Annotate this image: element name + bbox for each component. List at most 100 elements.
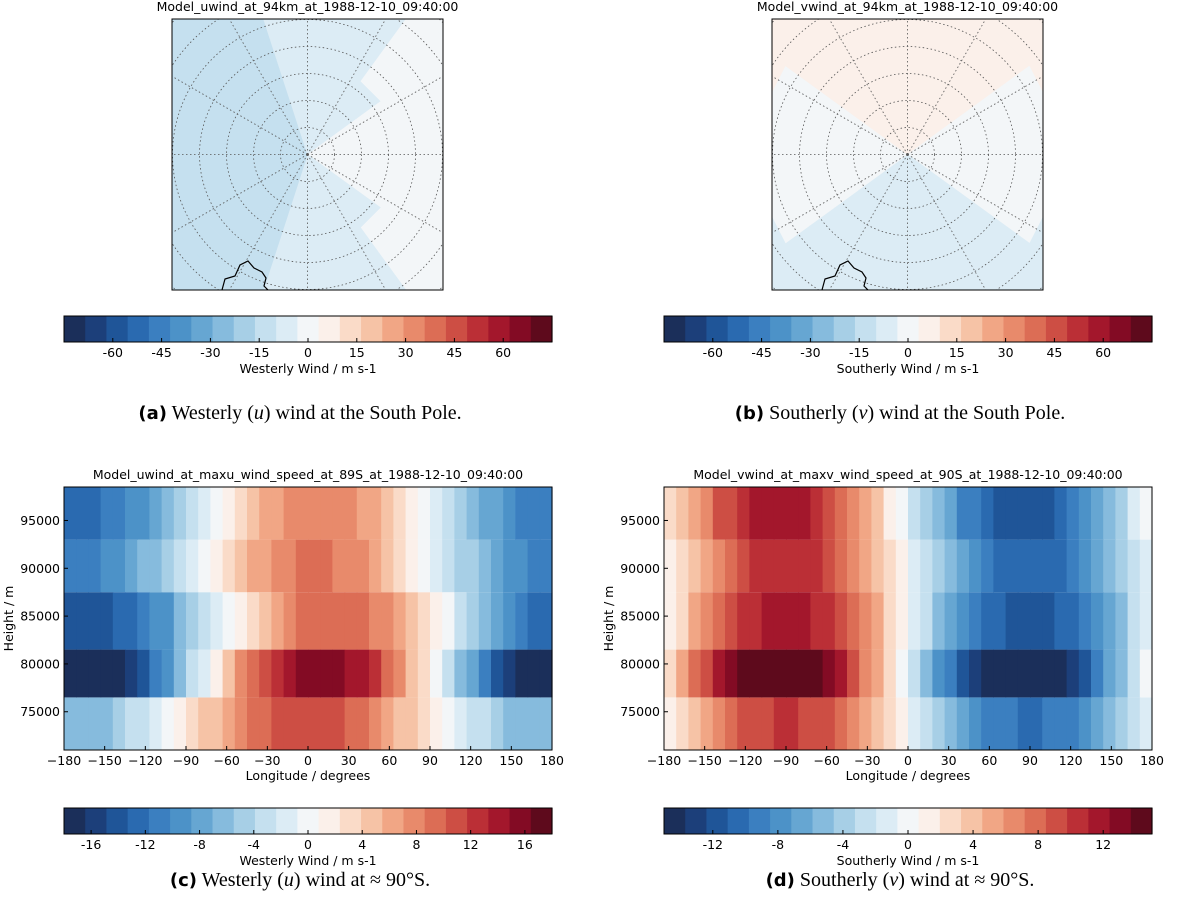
d-cell	[737, 539, 750, 593]
b-colorbar-swatch	[1045, 316, 1068, 342]
c-cell	[125, 649, 138, 698]
c-colorbar-swatch	[467, 808, 489, 834]
b-title: Model_vwind_at_94km_at_1988-12-10_09:40:…	[757, 0, 1058, 14]
d-cell	[798, 649, 811, 698]
d-cell	[810, 697, 824, 750]
a-colorbar-swatch	[85, 316, 108, 342]
b-colorbar-tick-label: -15	[849, 345, 869, 360]
d-cell	[883, 487, 897, 540]
c-cell	[100, 487, 114, 540]
c-cell	[539, 697, 553, 750]
d-cell	[1139, 649, 1153, 698]
a-cell	[172, 216, 186, 254]
c-cell	[234, 539, 248, 593]
d-colorbar-swatch	[897, 808, 920, 834]
c-cell	[369, 592, 382, 650]
c-cell	[247, 487, 260, 540]
d-colorbar-swatch	[1109, 808, 1132, 834]
d-cell	[700, 649, 714, 698]
c-colorbar-tick-label: 4	[358, 837, 366, 852]
d-cell	[688, 697, 702, 750]
c-cell	[210, 487, 224, 540]
d-cell	[1066, 697, 1080, 750]
c-colorbar-tick-label: -12	[135, 837, 155, 852]
d-cell	[773, 487, 787, 540]
b-colorbar-swatch	[1088, 316, 1111, 342]
c-colorbar-label: Westerly Wind / m s-1	[239, 853, 376, 868]
b-colorbar-swatch	[961, 316, 983, 342]
caption-b-label: (b)	[734, 403, 765, 424]
c-ytick-label: 95000	[20, 513, 60, 528]
c-cell	[186, 649, 199, 698]
d-cell	[1078, 697, 1092, 750]
d-cell	[944, 487, 958, 540]
d-cell	[981, 487, 994, 540]
c-colorbar-swatch	[170, 808, 192, 834]
c-colorbar-swatch	[361, 808, 383, 834]
c-xtick-label: 30	[341, 753, 357, 768]
a-colorbar-swatch	[403, 316, 426, 342]
d-colorbar-swatch	[1024, 808, 1047, 834]
caption-a-pre: Westerly (	[166, 402, 254, 424]
a-cell	[422, 154, 443, 199]
b-cell	[907, 269, 952, 290]
c-cell	[186, 697, 199, 750]
c-cell	[161, 592, 175, 650]
d-cell	[932, 649, 946, 698]
d-cell	[969, 539, 982, 593]
c-cell	[308, 649, 321, 698]
d-cell	[1042, 649, 1055, 698]
caption-c-label: (c)	[169, 870, 198, 891]
d-colorbar-swatch	[1003, 808, 1026, 834]
d-colorbar-swatch	[961, 808, 983, 834]
caption-b-post: ) wind at the South Pole.	[867, 402, 1066, 424]
a-colorbar-swatch	[148, 316, 171, 342]
d-cell	[981, 649, 994, 698]
c-cell	[320, 539, 333, 593]
d-cell	[956, 649, 970, 698]
a-cell	[424, 19, 443, 38]
c-cell	[295, 697, 309, 750]
c-cell	[125, 539, 138, 593]
d-cell	[834, 539, 848, 593]
d-cell	[1103, 539, 1116, 593]
d-cell	[688, 539, 702, 593]
c-cell	[491, 539, 504, 593]
caption-a: (a) Westerly (u) wind at the South Pole.	[0, 402, 600, 425]
c-cell	[478, 539, 492, 593]
c-cell	[405, 592, 419, 650]
b-colorbar-swatch	[854, 316, 877, 342]
c-cell	[295, 592, 309, 650]
c-cell	[295, 539, 309, 593]
d-cell	[895, 487, 909, 540]
b-colorbar-swatch	[982, 316, 1005, 342]
c-cell	[186, 592, 199, 650]
c-cell	[210, 649, 224, 698]
d-cell	[895, 539, 909, 593]
d-cell	[688, 592, 702, 650]
d-cell	[871, 487, 885, 540]
c-xtick-label: 60	[381, 753, 397, 768]
d-cell	[956, 539, 970, 593]
c-cell	[64, 592, 77, 650]
c-cell	[173, 487, 187, 540]
d-cell	[895, 649, 909, 698]
d-cell	[664, 539, 677, 593]
c-cell	[308, 697, 321, 750]
a-colorbar-swatch	[64, 316, 86, 342]
c-cell	[76, 487, 89, 540]
a-cell	[307, 269, 352, 290]
d-cell	[798, 697, 811, 750]
b-cell	[772, 242, 820, 290]
c-cell	[271, 649, 285, 698]
d-cell	[1091, 539, 1104, 593]
b-cell	[1054, 30, 1108, 98]
chart-d: Model_vwind_at_maxv_wind_speed_at_90S_at…	[601, 467, 1164, 868]
b-cell	[863, 19, 908, 40]
a-colorbar-swatch	[382, 316, 405, 342]
d-colorbar-swatch	[1067, 808, 1089, 834]
d-cell	[1066, 539, 1080, 593]
c-cell	[64, 487, 77, 540]
c-cell	[112, 697, 126, 750]
a-cell	[451, 99, 489, 155]
